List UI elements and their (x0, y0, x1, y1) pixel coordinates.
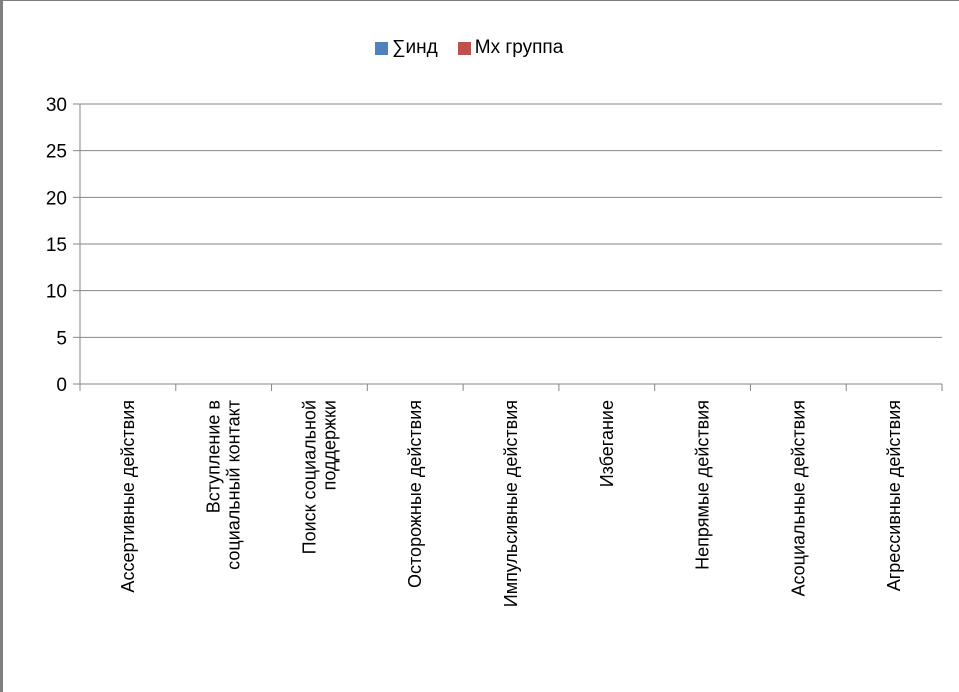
y-tick-label-15: 15 (46, 235, 67, 256)
x-tick-label-3: Осторожные действия (405, 400, 425, 588)
y-tick-label-10: 10 (46, 282, 67, 303)
x-tick-label-1: Вступление всоциальный контакт (204, 400, 244, 570)
y-tick-label-30: 30 (46, 95, 67, 116)
legend-swatch-series-1 (375, 41, 388, 55)
legend: ∑инд Мх группа (375, 37, 583, 59)
legend-label-series-1: ∑инд (392, 37, 438, 58)
x-tick-label-4: Импульсивные действия (501, 400, 521, 607)
x-tick-label-2: Поиск социальнойподдержки (299, 400, 339, 554)
x-tick-label-0: Ассертивные действия (118, 400, 138, 593)
legend-swatch-series-2 (457, 41, 471, 55)
x-tick-label-6: Непрямые действия (693, 400, 713, 570)
y-tick-label-5: 5 (56, 328, 67, 349)
legend-label-series-2: Мх группа (474, 37, 564, 58)
x-tick-label-8: Агрессивные действия (884, 400, 904, 591)
y-tick-label-0: 0 (56, 375, 67, 396)
y-tick-label-20: 20 (46, 188, 67, 209)
legend-item-series-1: ∑инд (375, 37, 438, 59)
x-tick-label-5: Избегание (597, 400, 617, 487)
y-tick-label-25: 25 (46, 142, 67, 163)
x-tick-label-7: Асоциальные действия (788, 400, 808, 597)
legend-item-series-2: Мх группа (457, 37, 564, 59)
